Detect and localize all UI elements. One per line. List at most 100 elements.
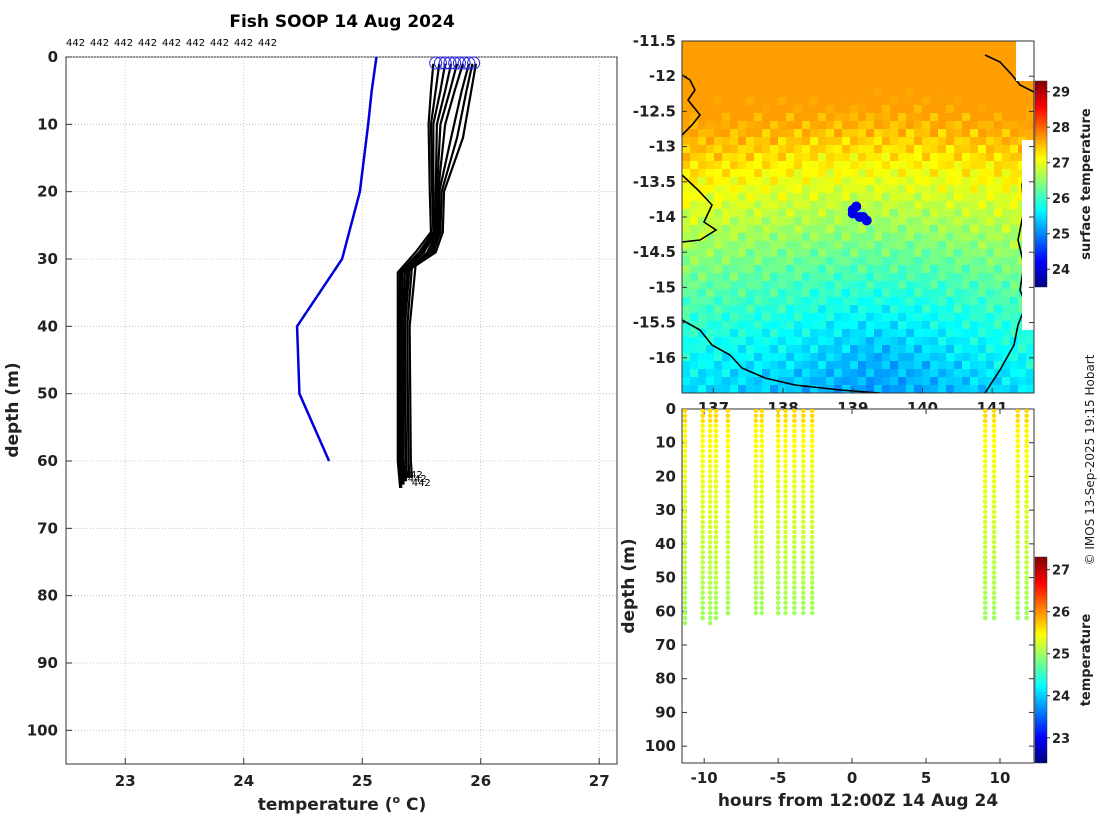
sst-cell [890, 129, 899, 138]
sst-cell [986, 241, 995, 250]
sst-cell [746, 129, 755, 138]
sst-cell [954, 257, 963, 266]
cast-point [783, 494, 788, 499]
cast-point [982, 484, 988, 489]
cast-point [759, 464, 765, 469]
cast-point [682, 539, 688, 545]
cast-point [982, 605, 988, 611]
sst-cell [834, 353, 843, 362]
sst-cell [826, 313, 835, 322]
cast-point [982, 539, 988, 545]
sst-cell [874, 321, 883, 330]
time-depth-y-tick-label: 50 [655, 569, 676, 587]
sst-cell [1002, 145, 1011, 154]
cast-point [713, 539, 719, 545]
sst-cell [762, 145, 771, 154]
sst-cell [930, 377, 939, 386]
cast-point [982, 519, 988, 525]
sst-cell [962, 81, 971, 90]
sst-cell [858, 121, 867, 130]
sst-cell [738, 249, 747, 258]
sst-cell [890, 105, 899, 114]
sst-cell [802, 337, 811, 346]
cast-point [682, 514, 688, 520]
sst-cell [698, 121, 707, 130]
sst-cell [834, 97, 843, 106]
cast-point [800, 605, 806, 611]
sst-cell [714, 57, 723, 66]
sst-cell [866, 345, 875, 354]
sst-cell [794, 249, 803, 258]
sst-cell [1002, 209, 1011, 218]
sst-cell [786, 257, 795, 266]
sst-cell [810, 41, 819, 50]
sst-cell [794, 217, 803, 226]
sst-cell [994, 145, 1003, 154]
cast-point [725, 474, 731, 479]
cast-point [753, 464, 759, 469]
sst-cell [858, 273, 867, 282]
sst-cell [738, 305, 747, 314]
cast-point [982, 560, 988, 565]
sst-cell [690, 81, 699, 90]
sst-cell [722, 209, 731, 218]
cast-point [713, 504, 719, 510]
cast-point [800, 610, 806, 616]
sst-cell [954, 249, 963, 258]
sst-cell [986, 41, 995, 50]
sst-cell [722, 257, 731, 266]
sst-cell [866, 329, 875, 338]
cast-point [991, 585, 997, 590]
sst-cell [770, 209, 779, 218]
sst-cell [930, 113, 939, 122]
sst-cell [962, 97, 971, 106]
sst-cell [826, 81, 835, 90]
sst-cell [874, 241, 883, 250]
cast-point [1024, 524, 1029, 530]
sst-cell [970, 337, 979, 346]
cast-point [775, 534, 781, 540]
sst-cell [906, 73, 915, 82]
sst-cell [1010, 57, 1019, 66]
cast-point [713, 499, 719, 505]
time-depth-x-tick-label: 10 [990, 769, 1011, 787]
sst-cell [794, 113, 803, 122]
cast-point [991, 610, 997, 616]
sst-cell [802, 81, 811, 90]
sst-cell [754, 113, 763, 122]
cast-point [682, 590, 688, 596]
sst-cell [938, 153, 947, 162]
sst-cell [946, 385, 955, 393]
sst-cell [842, 345, 851, 354]
sst-cell [866, 121, 875, 130]
sst-cell [1002, 185, 1011, 194]
profile-line [399, 63, 447, 485]
sst-cell [810, 73, 819, 82]
sst-cell [914, 281, 923, 290]
sst-cell [722, 113, 731, 122]
sst-cell [962, 49, 971, 58]
sst-cell [802, 153, 811, 162]
sst-cell [970, 273, 979, 282]
sst-cell [970, 225, 979, 234]
sst-cell [738, 273, 747, 282]
sst-cell [834, 65, 843, 74]
cast-point [682, 620, 688, 626]
sst-cell [834, 169, 843, 178]
sst-cell [890, 249, 899, 258]
sst-cell [882, 169, 891, 178]
sst-cell [698, 161, 707, 170]
cast-point [775, 484, 781, 489]
sst-cell [690, 49, 699, 58]
sst-cell [714, 225, 723, 234]
cast-point [982, 428, 988, 434]
cast-point [800, 494, 806, 499]
cast-point [759, 423, 765, 429]
sst-cell [698, 129, 707, 138]
sst-cell [698, 89, 707, 98]
sst-cell [946, 169, 955, 178]
sst-cell [850, 385, 859, 393]
cast-point [707, 595, 713, 601]
sst-cell [882, 369, 891, 378]
sst-cell [858, 281, 867, 290]
